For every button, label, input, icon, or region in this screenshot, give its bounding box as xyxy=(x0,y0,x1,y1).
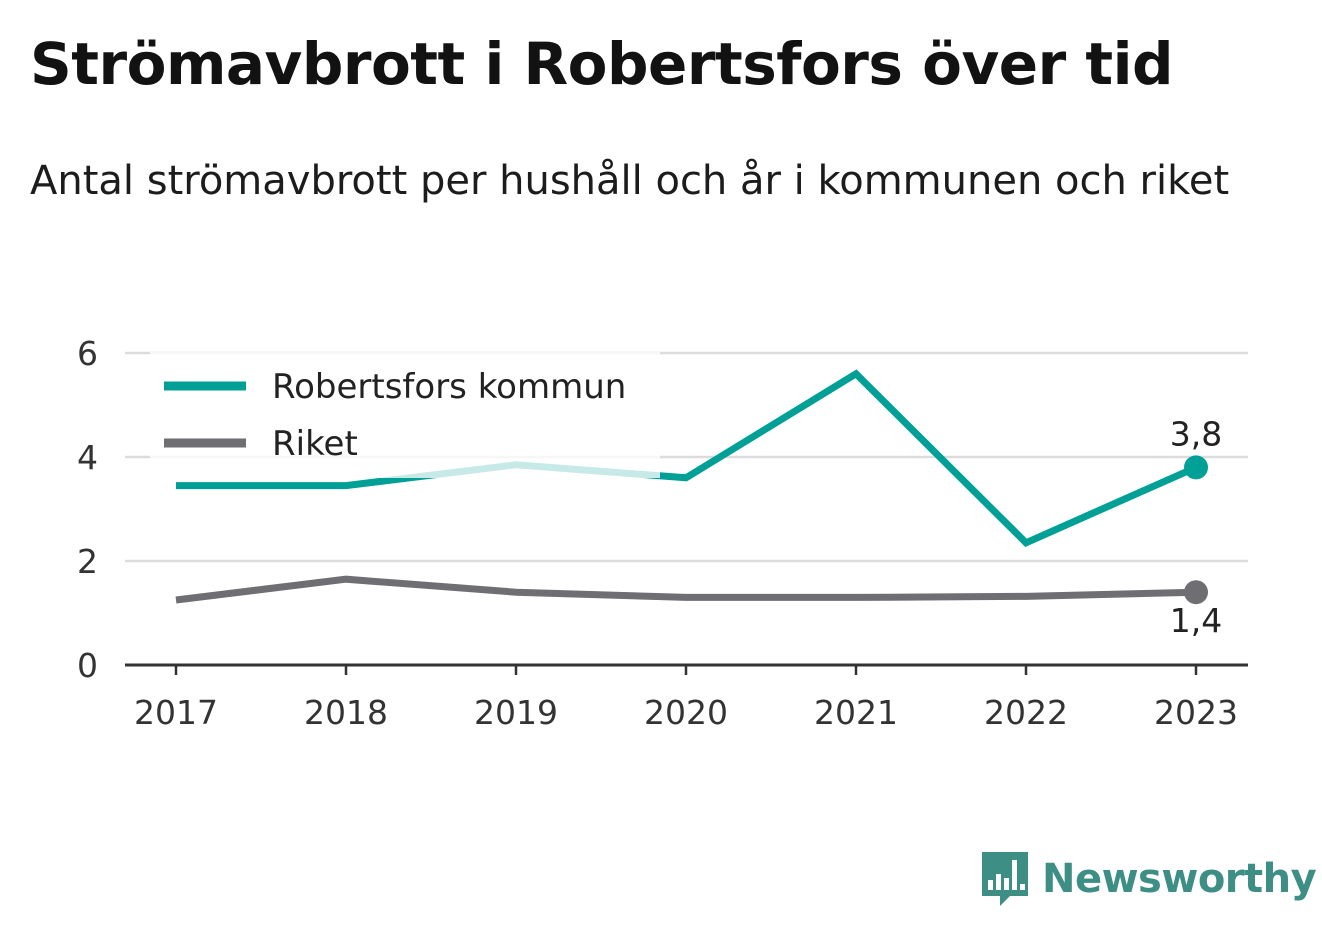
bar-chart-speech-bubble-icon xyxy=(982,852,1028,906)
end-label-0: 3,8 xyxy=(1170,414,1222,453)
x-tick-label: 2023 xyxy=(1154,693,1238,732)
chart-title: Strömavbrott i Robertsfors över tid xyxy=(30,30,1174,98)
brand-name: Newsworthy xyxy=(1042,856,1317,902)
y-axis-ticks: 0 2 4 6 xyxy=(77,334,98,685)
end-label-1: 1,4 xyxy=(1170,601,1222,640)
x-tick-label: 2019 xyxy=(474,693,558,732)
y-tick-label: 0 xyxy=(77,646,98,685)
legend-label-1: Riket xyxy=(272,424,358,464)
y-tick-label: 2 xyxy=(77,542,98,581)
legend-label-0: Robertsfors kommun xyxy=(272,367,626,407)
legend: Robertsfors kommun Riket xyxy=(150,352,660,478)
series-line-0 xyxy=(176,369,1198,547)
series-end-point-1 xyxy=(1184,580,1208,605)
newsworthy-logo: Newsworthy xyxy=(980,850,1317,908)
x-tick-label: 2018 xyxy=(304,693,388,732)
series-layer xyxy=(175,369,1208,605)
x-tick-label: 2017 xyxy=(134,693,218,732)
chart-subtitle: Antal strömavbrott per hushåll och år i … xyxy=(30,158,1230,204)
x-tick-label: 2020 xyxy=(644,693,728,732)
end-labels: 3,8 1,4 xyxy=(1170,414,1222,640)
y-tick-label: 6 xyxy=(77,334,98,373)
y-tick-label: 4 xyxy=(77,438,98,477)
x-tick-label: 2021 xyxy=(814,693,898,732)
series-end-point-0 xyxy=(1184,455,1208,480)
x-tick-label: 2022 xyxy=(984,693,1068,732)
legend-box xyxy=(150,352,660,478)
x-axis-ticks: 2017 2018 2019 2020 2021 2022 2023 xyxy=(134,665,1238,732)
series-line-1 xyxy=(175,575,1197,604)
